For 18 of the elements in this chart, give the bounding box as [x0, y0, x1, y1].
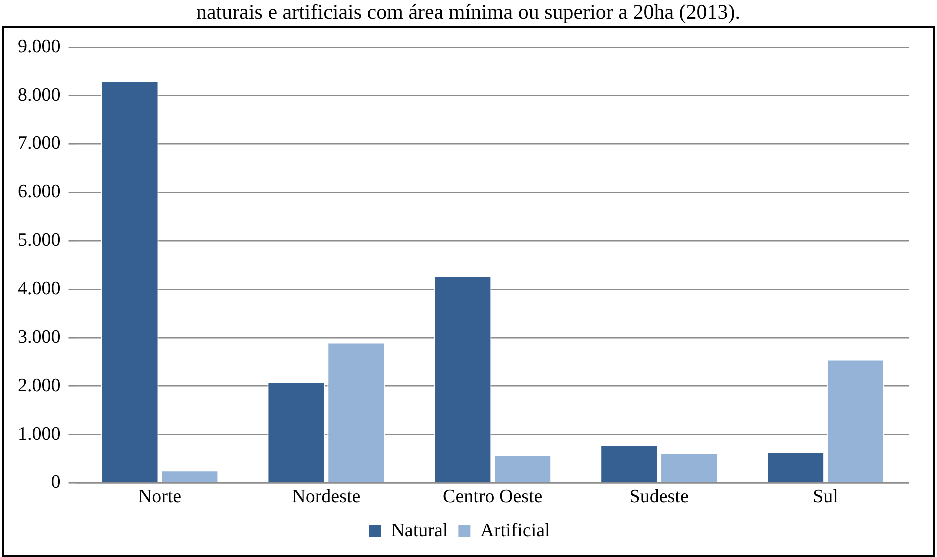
y-tick-label: 3.000 [18, 326, 61, 348]
y-tick-label: 1.000 [18, 424, 61, 445]
y-tick-label: 5.000 [18, 230, 61, 252]
chart-title: naturais e artificiais com área mínima ou superior a 20ha (2013). [195, 0, 742, 24]
y-tick-label: 6.000 [18, 182, 61, 203]
x-tick-label: Sul [813, 486, 838, 508]
y-tick-label: 8.000 [18, 84, 61, 106]
y-tick-label: 4.000 [18, 278, 61, 300]
legend-label: Artificial [480, 520, 550, 542]
y-tick-label: 9.000 [18, 36, 61, 58]
x-tick-label: Sudeste [630, 486, 689, 508]
y-tick-label: 7.000 [18, 133, 61, 154]
x-tick-label: Centro Oeste [443, 486, 543, 508]
y-tick-label: 2.000 [18, 375, 61, 396]
x-tick-label: Nordeste [292, 486, 361, 508]
legend-label: Natural [391, 520, 448, 542]
y-tick-label: 0 [51, 472, 61, 494]
x-tick-label: Norte [138, 486, 182, 508]
